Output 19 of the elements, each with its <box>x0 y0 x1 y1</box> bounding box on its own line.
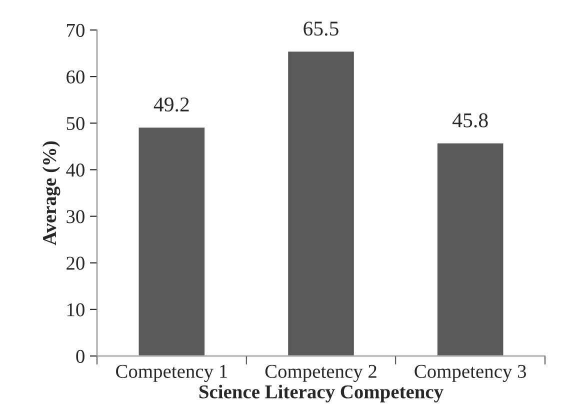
bar <box>137 126 206 356</box>
y-tick-label: 20 <box>66 256 84 270</box>
y-tick-label: 60 <box>66 70 84 84</box>
x-tick-label: Competency 2 <box>265 364 376 382</box>
x-tick-label: Competency 3 <box>414 364 526 382</box>
y-tick-label: 0 <box>76 350 84 363</box>
data-label: 49.2 <box>154 98 189 112</box>
data-label: 45.8 <box>452 113 488 128</box>
bar <box>436 142 505 356</box>
y-tick-label: 70 <box>67 24 84 37</box>
y-tick-label: 40 <box>66 164 84 177</box>
bar <box>286 50 356 356</box>
data-label: 65.5 <box>304 22 338 36</box>
x-axis-title: Science Literacy Competency <box>199 384 444 402</box>
y-tick-label: 50 <box>66 116 84 130</box>
y-tick-label: 10 <box>67 303 84 316</box>
y-axis-title: Average (%) <box>42 141 60 246</box>
x-tick-label: Competency 1 <box>116 364 227 382</box>
y-tick-label: 30 <box>66 210 84 224</box>
